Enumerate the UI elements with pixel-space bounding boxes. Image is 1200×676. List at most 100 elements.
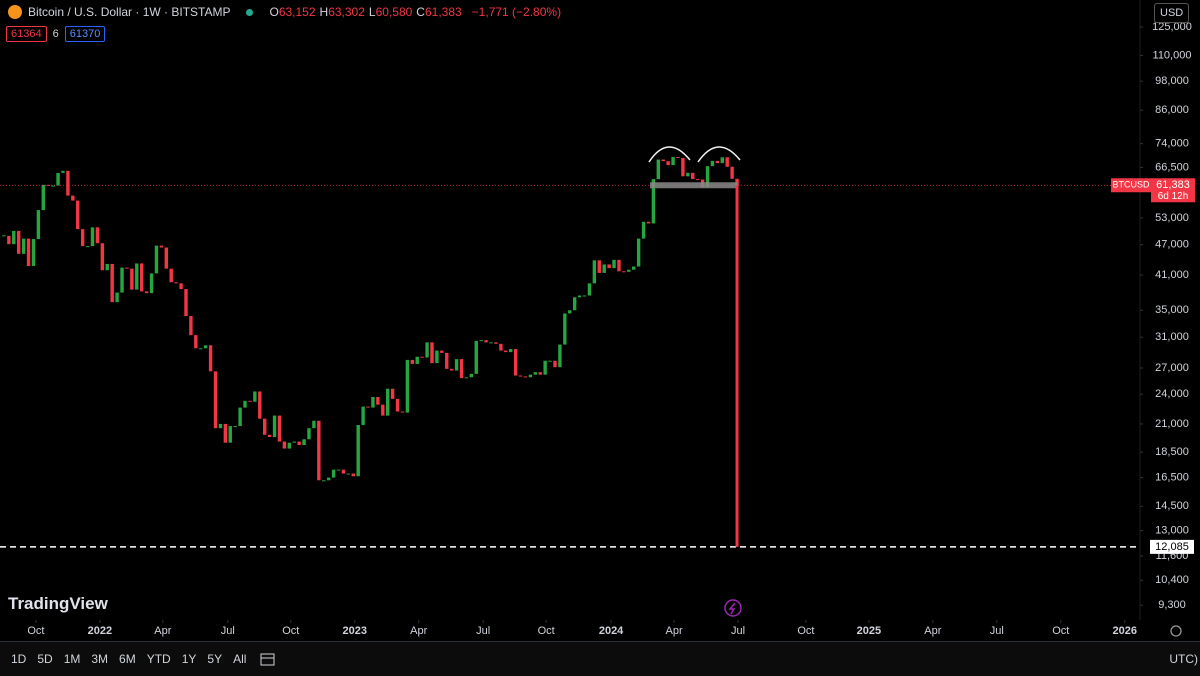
candle: [627, 269, 631, 272]
candle: [454, 359, 459, 371]
spread: 6: [52, 28, 59, 40]
y-tick-label: 18,500: [1155, 446, 1189, 458]
candle: [632, 266, 636, 270]
candle: [582, 295, 587, 297]
candle: [651, 179, 656, 224]
candle: [66, 170, 70, 196]
candle: [720, 157, 724, 164]
candle: [282, 441, 287, 449]
buy-price[interactable]: 61370: [64, 26, 106, 42]
x-tick-label: Apr: [665, 625, 682, 637]
range-button[interactable]: 1Y: [181, 652, 197, 666]
candle: [253, 391, 257, 402]
candle: [474, 340, 478, 374]
candle: [326, 477, 331, 481]
candle: [420, 356, 424, 358]
target-label: 12,085: [1155, 541, 1189, 553]
ohlc-value: 61,383: [424, 5, 462, 19]
y-tick-label: 16,500: [1155, 471, 1189, 483]
candle: [710, 160, 715, 167]
range-button[interactable]: 6M: [119, 652, 136, 666]
candle: [90, 227, 95, 247]
ohlc-key: H: [319, 5, 329, 19]
candle: [105, 263, 109, 271]
y-tick-label: 98,000: [1155, 75, 1189, 87]
ohlc-value: 63,152: [278, 5, 316, 19]
chart: 125,000 110,000 98,000 86,000 74,000 66,500 53…: [0, 0, 1195, 637]
candle: [445, 352, 449, 369]
y-tick-label: 74,000: [1155, 138, 1189, 150]
candle: [376, 397, 380, 405]
candle: [400, 411, 405, 413]
candle: [100, 243, 105, 271]
range-button[interactable]: 5Y: [207, 652, 223, 666]
y-tick-label: 27,000: [1155, 362, 1189, 374]
candle: [80, 229, 85, 247]
y-tick-label: 41,000: [1155, 269, 1189, 281]
candle: [194, 335, 198, 349]
ohlc: O63,152 H63,302 L60,580 C61,383: [269, 5, 465, 19]
range-button[interactable]: 3M: [91, 652, 109, 666]
x-tick-label: Apr: [154, 625, 171, 637]
symbol-title[interactable]: Bitcoin / U.S. Dollar · 1W · BITSTAMP: [28, 5, 231, 19]
candle: [174, 282, 178, 284]
ohlc-key: O: [269, 5, 279, 19]
settings-icon[interactable]: [1170, 625, 1182, 637]
drawings: [648, 146, 1182, 637]
candle: [61, 170, 65, 173]
candle: [587, 283, 592, 296]
ohlc-key: L: [368, 5, 376, 19]
market-status: [246, 8, 254, 16]
candle: [695, 179, 700, 181]
timezone[interactable]: UTC): [1169, 652, 1198, 666]
candle: [686, 172, 690, 177]
x-tick-label: Oct: [1052, 625, 1069, 637]
x-tick-label: 2022: [88, 625, 112, 637]
candle: [440, 350, 444, 353]
candle: [169, 268, 173, 283]
range-button[interactable]: 5D: [37, 652, 53, 666]
candle: [577, 295, 582, 298]
range-button[interactable]: 1D: [11, 652, 27, 666]
candle: [705, 166, 710, 188]
candle: [543, 360, 547, 375]
candle: [203, 345, 208, 349]
x-tick-label: Jul: [221, 625, 235, 637]
candle: [563, 313, 567, 345]
candle: [130, 268, 134, 290]
alert-icon[interactable]: [724, 599, 742, 617]
candle: [725, 157, 729, 167]
currency-button[interactable]: USD: [1154, 3, 1190, 23]
ohlc-value: 63,302: [328, 5, 365, 19]
logo: TradingView: [8, 594, 108, 613]
calendar-icon[interactable]: [260, 652, 276, 666]
candle: [691, 172, 695, 180]
candle: [469, 373, 474, 378]
candle: [272, 415, 277, 438]
candle: [715, 160, 720, 164]
ranges: 1D 5D 1M 3M 6M YTD 1Y 5Y All: [0, 652, 246, 666]
candle: [31, 239, 36, 267]
y-tick-label: 31,000: [1155, 331, 1189, 343]
candle: [135, 263, 139, 290]
range-button[interactable]: 1M: [63, 652, 81, 666]
candle: [494, 342, 498, 344]
candle: [12, 230, 16, 245]
candle: [346, 473, 351, 475]
candle: [149, 273, 154, 294]
top-arc: [697, 146, 741, 163]
x-tick-label: Jul: [731, 625, 745, 637]
candle: [189, 316, 193, 336]
sell-price[interactable]: 61364: [6, 26, 47, 42]
change: −1,771 (−2.80%): [471, 5, 562, 19]
candle: [572, 297, 577, 311]
candle: [533, 372, 538, 375]
candle: [159, 245, 164, 248]
range-button[interactable]: YTD: [146, 652, 171, 666]
candle: [322, 480, 326, 482]
ohlc-key: C: [416, 5, 425, 19]
candle: [179, 283, 183, 290]
candle: [292, 441, 296, 443]
range-button[interactable]: All: [233, 652, 247, 666]
y-tick-label: 86,000: [1155, 104, 1189, 116]
